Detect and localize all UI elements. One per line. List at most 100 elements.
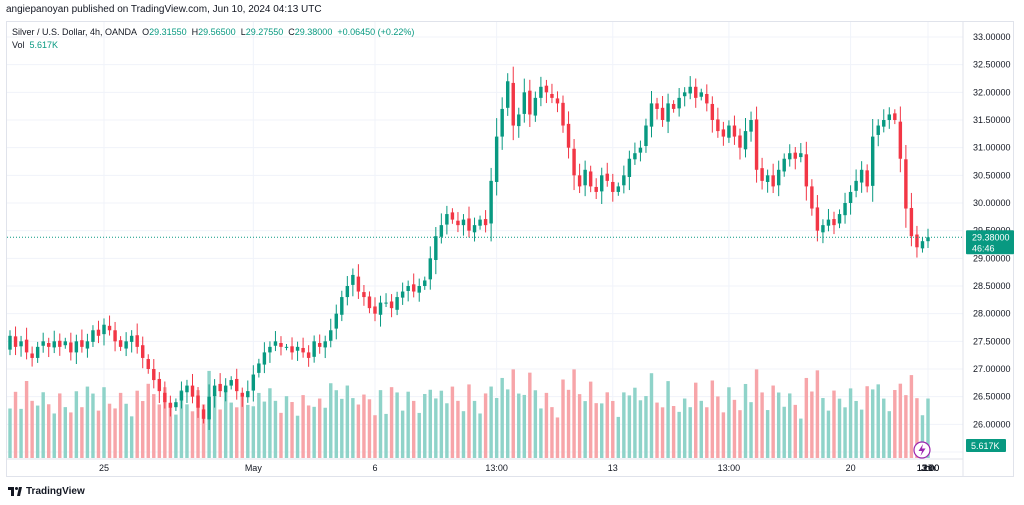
candle-body [456,220,460,226]
candle-body [627,158,632,177]
volume-bar [152,394,156,458]
candle-body [207,396,211,420]
volume-bar [179,390,184,458]
candle-body [638,147,643,153]
volume-legend-value: 5.617K [29,40,59,50]
volume-bar [754,369,759,458]
candle-body [577,175,582,187]
volume-bar [588,381,593,458]
volume-bar [666,381,670,458]
volume-bar [721,412,726,458]
volume-bar [129,416,134,458]
volume-layer [8,369,930,458]
candle-body [135,335,139,347]
volume-bar [505,389,510,458]
volume-bar [290,402,294,458]
volume-bar [96,410,101,458]
volume-bar [141,401,145,458]
tradingview-brand: TradingView [26,486,85,497]
candle-body [771,175,775,187]
volume-bar [688,407,692,458]
last-price-value: 29.38000 [972,232,1010,242]
candle-body [8,335,12,350]
volume-bar [649,373,654,458]
volume-bar [334,390,338,458]
volume-label: Vol [12,40,25,50]
candle-body [340,297,344,315]
volume-bar [461,411,466,458]
candle-body [356,276,361,292]
volume-bar [52,413,56,458]
candle-body [428,258,433,280]
time-tick-label: 27 [923,463,933,473]
volume-bar [273,400,278,458]
volume-bar [572,369,576,458]
lightning-icon[interactable] [913,441,931,459]
candle-body [489,180,493,224]
candle-body [334,313,338,329]
volume-bar [671,406,676,458]
volume-bar [434,398,438,458]
tradingview-logo-icon [8,487,22,496]
volume-bar [738,410,742,458]
volume-bar [246,404,250,458]
volume-bar [865,386,869,458]
candle-body [163,392,167,403]
price-tick-label: 31.50000 [973,115,1011,125]
time-tick-label: 6 [372,463,377,473]
symbol-legend[interactable]: Silver / U.S. Dollar, 4h, OANDA O29.3155… [12,27,414,37]
candle-body [837,214,842,224]
volume-bar [406,391,410,458]
volume-bar [69,412,73,458]
price-tick-label: 27.00000 [973,364,1011,374]
volume-bar [511,369,515,458]
price-tick-label: 26.50000 [973,392,1011,402]
volume-bar [373,415,377,458]
candle-body [423,280,427,286]
volume-bar [600,403,604,458]
tradingview-footer[interactable]: TradingView [8,486,85,497]
volume-bar [561,379,565,458]
volume-bar [102,387,106,458]
candle-body [854,180,858,191]
volume-bar [799,418,803,458]
open-label: O [142,27,150,37]
candle-body [688,86,692,94]
candle-body [262,352,267,365]
volume-bar [201,404,206,458]
volume-bar [146,383,150,458]
volume-bar [848,388,853,458]
candle-body [804,154,809,187]
candle-body [317,342,322,347]
candle-body [550,93,554,98]
volume-legend[interactable]: Vol 5.617K [12,40,58,50]
candle-body [301,347,305,353]
candle-body [223,385,228,393]
volume-bar [284,396,289,458]
low-value: 29.27550 [245,27,284,37]
volume-bar [19,408,23,458]
volume-bar [279,412,283,458]
volume-bar [594,403,598,458]
volume-bar [843,407,847,458]
candle-body [522,92,527,114]
candle-body [389,301,394,309]
volume-bar [876,384,880,458]
volume-bar [312,406,316,458]
volume-bar [920,415,925,458]
low-label: L [240,27,246,37]
candle-body [257,363,261,373]
volume-bar [367,399,372,458]
candle-body [644,125,648,147]
candle-body [539,86,543,98]
price-tick-label: 26.00000 [973,419,1011,429]
time-tick-label: 13:00 [917,463,940,473]
close-value: 29.38000 [294,27,333,37]
candle-body [694,86,698,98]
candle-body [152,369,156,381]
price-tick-label: 28.00000 [973,309,1011,319]
candle-body [494,136,499,182]
candle-body [561,102,565,126]
volume-bar [743,383,748,458]
